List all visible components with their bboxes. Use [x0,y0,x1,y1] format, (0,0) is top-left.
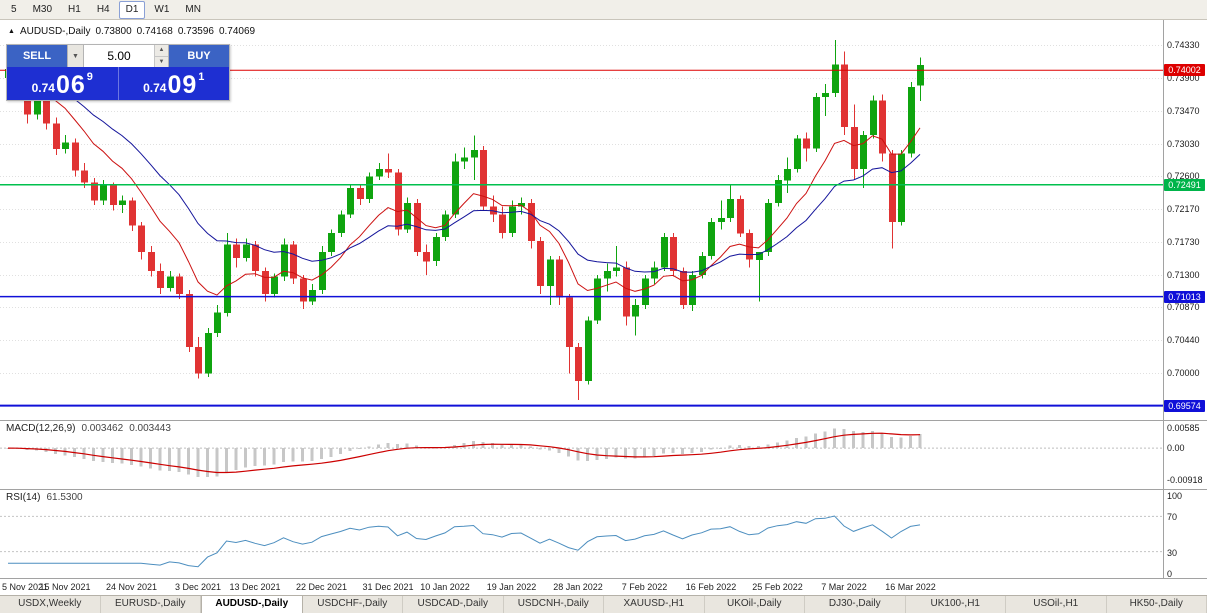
rsi-value: 61.5300 [46,492,82,503]
rsi-tick-label: 70 [1167,512,1177,522]
macd-main-value: 0.003462 [81,423,123,434]
chart-tab-hk50-daily[interactable]: HK50-,Daily [1107,596,1207,613]
rsi-label: RSI(14) 61.5300 [6,492,83,503]
buy-price[interactable]: 0.74 09 1 [119,67,230,100]
macd-tick-label: 0.00585 [1167,423,1200,433]
timeframe-button-mn[interactable]: MN [178,1,208,19]
chart-tab-eurusd-daily[interactable]: EURUSD-,Daily [101,596,202,613]
volume-decrease-icon[interactable]: ▼ [155,57,168,68]
macd-indicator-canvas[interactable] [0,421,1163,489]
macd-signal-value: 0.003443 [129,423,171,434]
chart-tab-audusd-daily[interactable]: AUDUSD-,Daily [201,596,303,613]
chart-tab-usdcnh-daily[interactable]: USDCNH-,Daily [504,596,605,613]
symbol-label: AUDUSD-,Daily [20,26,91,37]
price-badge: 0.71013 [1164,291,1205,303]
buy-price-pip-digit: 1 [198,71,204,83]
chart-tab-usdchf-daily[interactable]: USDCHF-,Daily [303,596,404,613]
price-tick-label: 0.70440 [1167,335,1200,345]
symbol-marker-icon: ▲ [8,27,15,37]
date-label: 7 Mar 2022 [810,582,878,592]
sell-price-big-digits: 06 [56,74,86,97]
date-label: 10 Jan 2022 [411,582,479,592]
chart-tab-uk100-h1[interactable]: UK100-,H1 [906,596,1007,613]
date-label: 13 Dec 2021 [221,582,289,592]
rsi-tick-label: 100 [1167,491,1182,501]
volume-increase-icon[interactable]: ▲ [155,45,168,57]
buy-button[interactable]: BUY [169,45,229,67]
price-tick-label: 0.73470 [1167,106,1200,116]
price-tick-label: 0.72170 [1167,204,1200,214]
panel-separator[interactable] [0,489,1207,490]
date-label: 7 Feb 2022 [611,582,679,592]
chart-tab-usdcad-daily[interactable]: USDCAD-,Daily [403,596,504,613]
close-value: 0.74069 [219,26,255,37]
high-value: 0.74168 [137,26,173,37]
price-badge: 0.72491 [1164,179,1205,191]
low-value: 0.73596 [178,26,214,37]
date-label: 25 Feb 2022 [744,582,812,592]
rsi-indicator-canvas[interactable] [0,490,1163,578]
ohlc-readout: ▲ AUDUSD-,Daily 0.73800 0.74168 0.73596 … [8,26,255,37]
date-label: 24 Nov 2021 [98,582,166,592]
sell-price-pip-digit: 9 [87,71,93,83]
price-tick-label: 0.71730 [1167,237,1200,247]
timeframe-button-w1[interactable]: W1 [147,1,176,19]
rsi-tick-label: 30 [1167,548,1177,558]
volume-input[interactable]: 5.00 [84,45,154,67]
price-tick-label: 0.71300 [1167,270,1200,280]
chart-tab-ukoil-daily[interactable]: UKOil-,Daily [705,596,806,613]
price-tick-label: 0.73030 [1167,139,1200,149]
macd-tick-label: -0.00918 [1167,475,1203,485]
volume-stepper: ▲ ▼ [154,45,169,67]
date-label: 15 Nov 2021 [31,582,99,592]
timeframe-button-m30[interactable]: M30 [26,1,59,19]
sell-button[interactable]: SELL [7,45,67,67]
buy-price-prefix: 0.74 [143,82,166,95]
macd-name: MACD(12,26,9) [6,423,75,434]
price-badge: 0.74002 [1164,64,1205,76]
chart-tab-usdx-weekly[interactable]: USDX,Weekly [0,596,101,613]
price-badge: 0.69574 [1164,400,1205,412]
date-label: 28 Jan 2022 [544,582,612,592]
price-tick-label: 0.70870 [1167,302,1200,312]
chart-tab-xauusd-h1[interactable]: XAUUSD-,H1 [604,596,705,613]
rsi-name: RSI(14) [6,492,40,503]
timeframe-button-h1[interactable]: H1 [61,1,88,19]
sell-price[interactable]: 0.74 06 9 [7,67,119,100]
chart-tab-dj30-daily[interactable]: DJ30-,Daily [805,596,906,613]
panel-separator[interactable] [0,420,1207,421]
buy-price-big-digits: 09 [167,74,197,97]
chart-tab-usoil-h1[interactable]: USOil-,H1 [1006,596,1107,613]
timeframe-button-d1[interactable]: D1 [119,1,146,19]
one-click-trading-panel: SELL ▼ 5.00 ▲ ▼ BUY 0.74 06 9 0.74 09 1 [6,44,230,101]
date-label: 16 Mar 2022 [877,582,945,592]
macd-label: MACD(12,26,9) 0.003462 0.003443 [6,423,171,434]
timeframe-button-h4[interactable]: H4 [90,1,117,19]
date-label: 22 Dec 2021 [288,582,356,592]
volume-dropdown-icon[interactable]: ▼ [67,45,84,67]
macd-tick-label: 0.00 [1167,443,1185,453]
open-value: 0.73800 [96,26,132,37]
date-label: 16 Feb 2022 [677,582,745,592]
date-label: 19 Jan 2022 [478,582,546,592]
price-tick-label: 0.70000 [1167,368,1200,378]
rsi-tick-label: 0 [1167,569,1172,579]
sell-price-prefix: 0.74 [32,82,55,95]
price-tick-label: 0.74330 [1167,40,1200,50]
timeframe-button-5[interactable]: 5 [4,1,24,19]
